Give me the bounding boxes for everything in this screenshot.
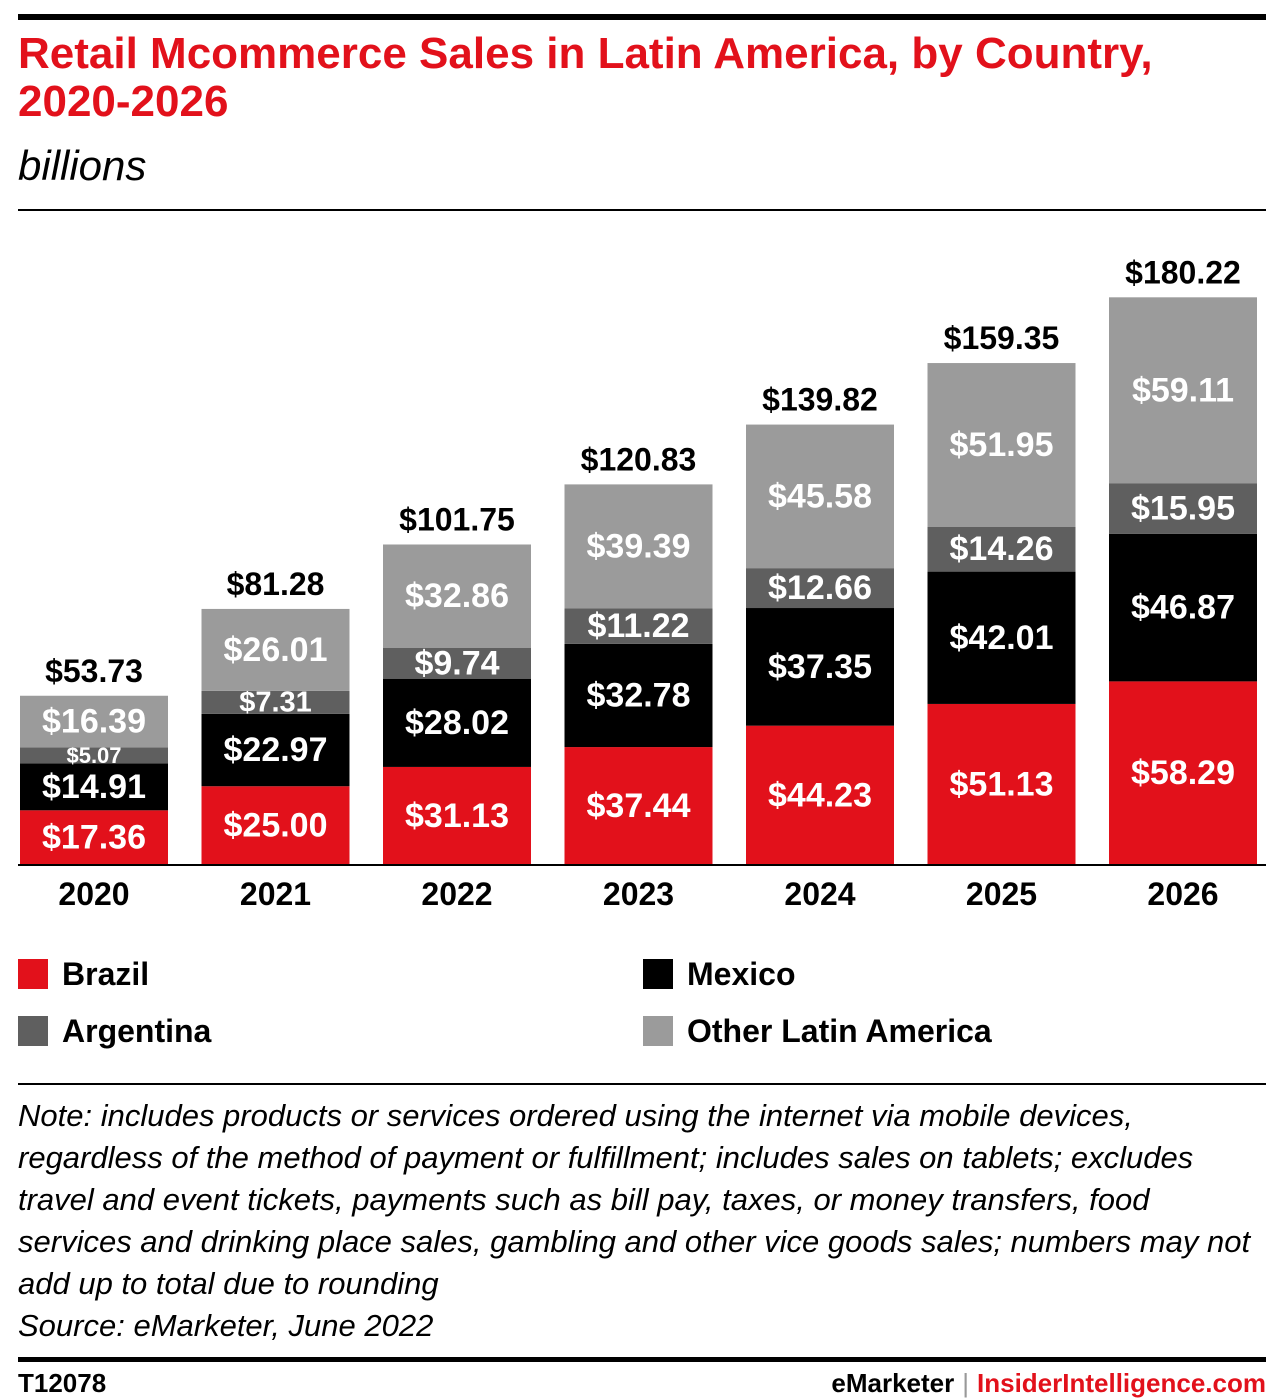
bar-brazil-2021 bbox=[201, 786, 350, 865]
chart-title: Retail Mcommerce Sales in Latin America,… bbox=[18, 29, 1153, 126]
legend-swatch-other-latin-america bbox=[643, 1016, 673, 1046]
value-label-argentina-2024: $12.66 bbox=[768, 569, 872, 607]
bar-argentina-2022 bbox=[383, 647, 531, 679]
x-tick-label-2022: 2022 bbox=[421, 876, 492, 912]
x-tick-label-2023: 2023 bbox=[603, 876, 674, 912]
value-label-other-latin-america-2023: $39.39 bbox=[587, 527, 691, 565]
bar-brazil-2022 bbox=[383, 766, 531, 865]
x-tick-label-2020: 2020 bbox=[58, 876, 129, 912]
source-text: Source: eMarketer, June 2022 bbox=[18, 1308, 434, 1343]
value-label-brazil-2020: $17.36 bbox=[42, 819, 146, 857]
brand-separator: | bbox=[962, 1368, 970, 1398]
bar-other-latin-america-2025 bbox=[927, 363, 1076, 527]
value-label-brazil-2024: $44.23 bbox=[768, 776, 872, 814]
bar-mexico-2026 bbox=[1109, 533, 1257, 682]
legend-label-argentina: Argentina bbox=[62, 1013, 212, 1049]
x-tick-label-2026: 2026 bbox=[1147, 876, 1218, 912]
legend-label-other-latin-america: Other Latin America bbox=[687, 1013, 992, 1049]
bar-brazil-2025 bbox=[927, 703, 1076, 865]
bar-other-latin-america-2021 bbox=[201, 608, 350, 691]
total-label-2020: $53.73 bbox=[45, 653, 143, 689]
value-label-other-latin-america-2022: $32.86 bbox=[405, 577, 509, 615]
total-label-2026: $180.22 bbox=[1125, 254, 1241, 290]
chart-id: T12078 bbox=[18, 1368, 107, 1398]
brand-insider-intelligence: InsiderIntelligence.com bbox=[977, 1368, 1266, 1398]
value-label-brazil-2025: $51.13 bbox=[950, 765, 1054, 803]
total-label-2021: $81.28 bbox=[227, 566, 325, 602]
x-tick-label-2021: 2021 bbox=[240, 876, 311, 912]
value-label-brazil-2023: $37.44 bbox=[587, 787, 691, 825]
bar-mexico-2023 bbox=[564, 643, 713, 748]
bar-brazil-2020 bbox=[20, 810, 168, 865]
footer-brand: eMarketer | InsiderIntelligence.com bbox=[831, 1368, 1266, 1398]
total-label-2025: $159.35 bbox=[944, 320, 1060, 356]
value-label-other-latin-america-2024: $45.58 bbox=[768, 477, 872, 515]
top-rule bbox=[18, 14, 1266, 20]
bar-brazil-2024 bbox=[746, 725, 894, 865]
bar-argentina-2026 bbox=[1109, 483, 1257, 534]
total-label-2024: $139.82 bbox=[762, 382, 878, 418]
bar-mexico-2022 bbox=[383, 678, 531, 767]
bar-other-latin-america-2023 bbox=[564, 484, 713, 609]
bar-argentina-2023 bbox=[564, 608, 713, 644]
legend-swatch-argentina bbox=[18, 1016, 48, 1046]
legend-swatch-brazil bbox=[18, 959, 48, 989]
value-label-other-latin-america-2021: $26.01 bbox=[224, 631, 328, 669]
value-label-mexico-2022: $28.02 bbox=[405, 704, 509, 742]
brand-emarketer: eMarketer bbox=[831, 1368, 955, 1398]
bar-other-latin-america-2022 bbox=[383, 544, 531, 648]
note-divider bbox=[18, 1083, 1266, 1085]
bar-other-latin-america-2020 bbox=[20, 695, 168, 748]
header-divider bbox=[18, 209, 1266, 211]
value-label-brazil-2026: $58.29 bbox=[1131, 754, 1235, 792]
total-label-2023: $120.83 bbox=[581, 441, 697, 477]
value-label-mexico-2024: $37.35 bbox=[768, 648, 872, 686]
legend-label-brazil: Brazil bbox=[62, 956, 150, 992]
value-label-mexico-2021: $22.97 bbox=[224, 731, 328, 769]
bar-mexico-2021 bbox=[201, 713, 350, 787]
value-label-mexico-2023: $32.78 bbox=[587, 676, 691, 714]
value-label-argentina-2021: $7.31 bbox=[239, 686, 312, 718]
bar-argentina-2021 bbox=[201, 690, 350, 714]
bottom-rule bbox=[18, 1357, 1266, 1362]
value-label-other-latin-america-2025: $51.95 bbox=[950, 426, 1054, 464]
value-label-argentina-2022: $9.74 bbox=[414, 644, 499, 682]
value-label-mexico-2020: $14.91 bbox=[42, 768, 146, 806]
stacked-bar-chart: $17.36$14.91$5.07$16.39$53.732020$25.00$… bbox=[18, 254, 1266, 912]
chart-subtitle: billions bbox=[18, 142, 147, 189]
bar-argentina-2025 bbox=[927, 526, 1076, 572]
value-label-other-latin-america-2026: $59.11 bbox=[1132, 371, 1234, 409]
footnote: Note: includes products or services orde… bbox=[18, 1095, 1268, 1347]
value-label-brazil-2022: $31.13 bbox=[405, 797, 509, 835]
bar-mexico-2025 bbox=[927, 571, 1076, 704]
bar-brazil-2026 bbox=[1109, 681, 1257, 865]
x-tick-label-2025: 2025 bbox=[966, 876, 1037, 912]
bar-brazil-2023 bbox=[564, 747, 713, 865]
x-tick-label-2024: 2024 bbox=[784, 876, 855, 912]
value-label-argentina-2023: $11.22 bbox=[587, 607, 689, 645]
value-label-other-latin-america-2020: $16.39 bbox=[42, 703, 146, 741]
bar-argentina-2024 bbox=[746, 568, 894, 609]
bar-other-latin-america-2026 bbox=[1109, 297, 1257, 484]
bar-other-latin-america-2024 bbox=[746, 424, 894, 569]
bar-mexico-2020 bbox=[20, 763, 168, 811]
value-label-argentina-2026: $15.95 bbox=[1131, 490, 1235, 528]
bar-argentina-2020 bbox=[20, 747, 168, 764]
note-text: Note: includes products or services orde… bbox=[18, 1098, 1251, 1301]
value-label-mexico-2025: $42.01 bbox=[950, 619, 1054, 657]
bar-mexico-2024 bbox=[746, 608, 894, 726]
legend-swatch-mexico bbox=[643, 959, 673, 989]
value-label-mexico-2026: $46.87 bbox=[1131, 589, 1235, 627]
value-label-brazil-2021: $25.00 bbox=[224, 807, 328, 845]
value-label-argentina-2025: $14.26 bbox=[950, 530, 1054, 568]
legend-label-mexico: Mexico bbox=[687, 956, 796, 992]
total-label-2022: $101.75 bbox=[399, 501, 515, 537]
